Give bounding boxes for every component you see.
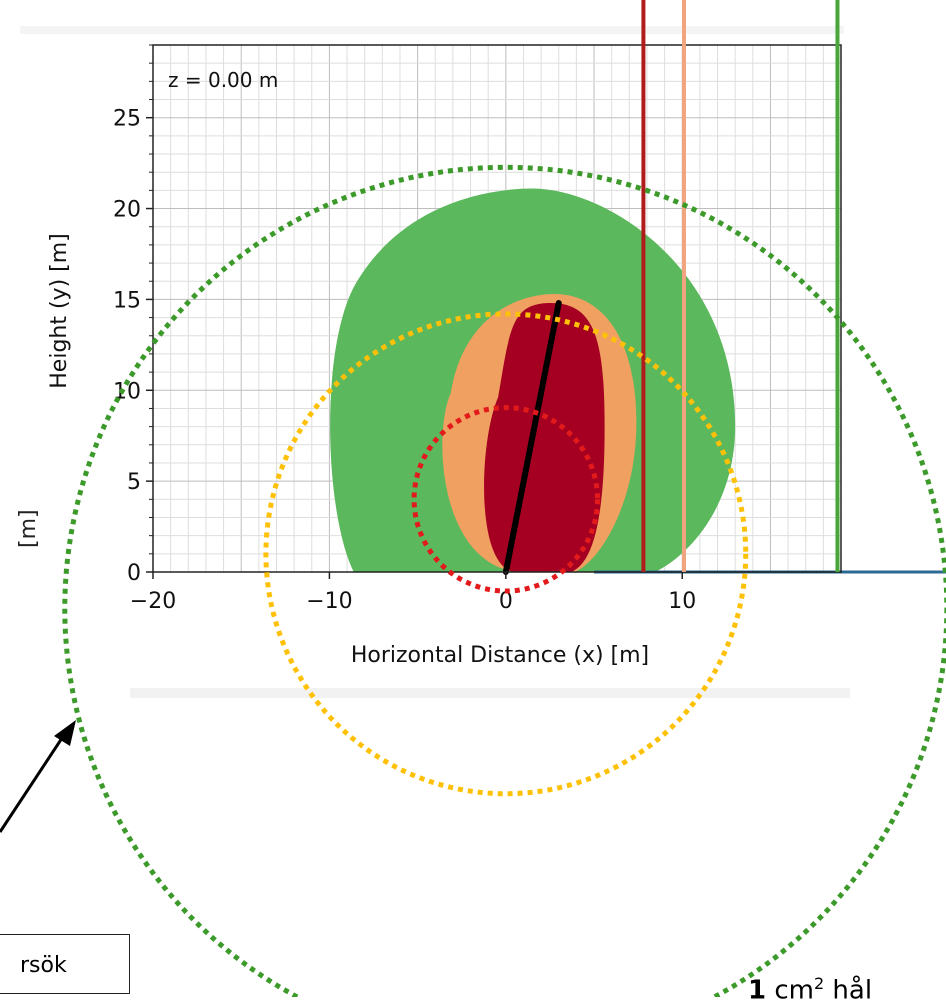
arrow-line — [0, 731, 68, 833]
caption: 1 cm2 hål — [748, 974, 872, 1006]
zones — [330, 188, 946, 575]
x-tick-label: 10 — [668, 589, 696, 614]
y-tick-label: 20 — [113, 198, 141, 223]
y-tick-label: 15 — [113, 288, 141, 313]
dotted-circle — [263, 311, 749, 797]
caption-sup: 2 — [813, 974, 825, 993]
circles — [62, 164, 946, 997]
jet-line — [502, 300, 562, 575]
caption-number: 1 — [748, 975, 767, 1006]
x-axis-label: Horizontal Distance (x) [m] — [351, 643, 649, 668]
x-tick-label: 0 — [499, 589, 513, 614]
bottom-divider — [130, 688, 850, 698]
axes — [152, 44, 842, 573]
y-tick-label: 25 — [113, 107, 141, 132]
top-divider — [20, 26, 844, 34]
caption-text: hål — [824, 975, 873, 1006]
x-tick-label: −20 — [130, 589, 176, 614]
dotted-circle — [411, 405, 601, 594]
x-tick-label: −10 — [306, 589, 352, 614]
y-tick-label: 5 — [127, 470, 141, 495]
arrow — [0, 720, 76, 833]
vertical-markers — [641, 0, 840, 572]
y-tick-label: 0 — [127, 561, 141, 586]
zone-inner — [484, 303, 605, 572]
arrow-head — [54, 720, 76, 746]
y-axis-label: Height (y) [m] — [47, 233, 72, 389]
caption-unit: cm — [766, 975, 814, 1006]
plot-frame — [152, 44, 842, 573]
note-text: rsök — [20, 953, 67, 978]
chart-title: z = 0.00 m — [168, 68, 278, 92]
side-unit-label: [m] — [16, 509, 41, 548]
note-box: rsök — [0, 934, 130, 994]
